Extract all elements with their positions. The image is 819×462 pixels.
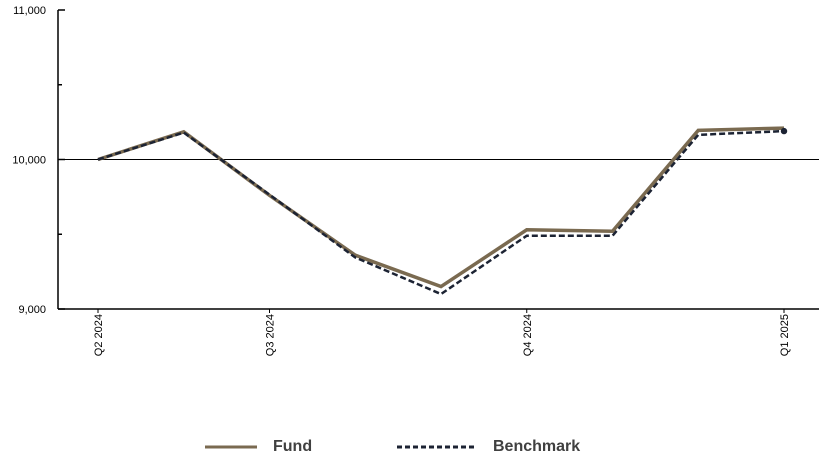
legend-item-fund: Fund (205, 438, 312, 456)
series-layer (97, 126, 788, 296)
x-tick-label: Q4 2024 (522, 314, 534, 356)
legend-item-benchmark: Benchmark (397, 438, 580, 456)
line-chart: 9,000 10,000 11,000 Q2 2024 Q3 2024 Q4 2024 Q1… (12, 5, 819, 356)
legend-swatch-benchmark (397, 445, 477, 449)
legend: Fund Benchmark (0, 438, 819, 462)
legend-label-benchmark: Benchmark (493, 438, 581, 455)
x-tick-label: Q1 2025 (779, 314, 791, 356)
legend-swatch-fund (205, 445, 257, 449)
x-tick-label: Q2 2024 (93, 314, 105, 356)
y-tick-label: 10,000 (12, 155, 46, 167)
y-tick-label: 11,000 (13, 5, 46, 17)
series-line-benchmark (97, 129, 785, 296)
axes: 9,000 10,000 11,000 Q2 2024 Q3 2024 Q4 2024 Q1… (12, 5, 819, 356)
legend-label-fund: Fund (273, 438, 313, 455)
x-tick-label: Q3 2024 (265, 314, 277, 356)
series-line-fund (97, 126, 785, 289)
series-endpoint-benchmark (780, 127, 788, 135)
y-tick-label: 9,000 (18, 304, 46, 316)
